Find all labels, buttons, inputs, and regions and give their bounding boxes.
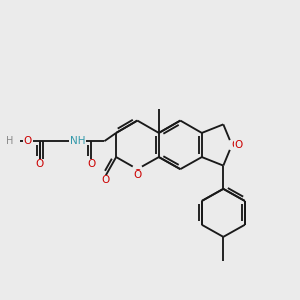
Text: O: O [102,175,110,185]
Text: O: O [235,140,243,150]
Text: O: O [133,169,142,179]
Text: H: H [6,136,14,146]
Text: O: O [133,170,142,180]
Text: O: O [87,159,95,170]
Text: O: O [87,159,95,170]
Text: NH: NH [70,136,85,146]
Text: O: O [102,175,110,185]
Text: O: O [24,136,32,146]
Text: H: H [7,136,15,146]
Text: O: O [35,159,44,170]
Text: O: O [232,140,240,150]
Text: O: O [35,159,44,170]
Text: O: O [24,136,32,146]
Text: NH: NH [70,136,85,146]
